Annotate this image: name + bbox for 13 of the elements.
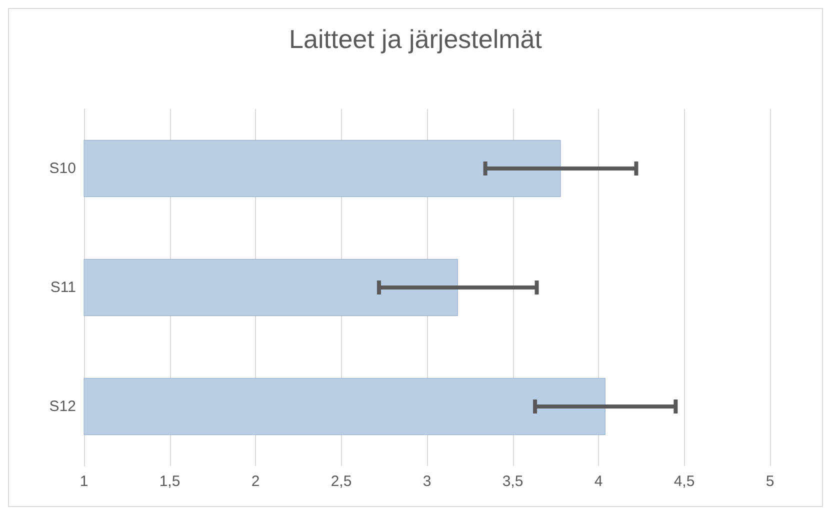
y-tick-label: S11 [50, 279, 76, 296]
x-tick-label: 1 [80, 473, 88, 490]
x-tick-label: 4,5 [674, 473, 695, 490]
chart-title: Laitteet ja järjestelmät [289, 24, 543, 54]
x-tick-label: 1,5 [159, 473, 180, 490]
x-tick-label: 2 [251, 473, 260, 490]
x-tick-label: 5 [766, 473, 774, 490]
y-tick-label: S12 [49, 398, 76, 415]
x-tick-label: 2,5 [330, 473, 352, 490]
y-tick-label: S10 [49, 160, 76, 177]
x-tick-label: 3,5 [502, 473, 524, 490]
x-tick-label: 4 [594, 473, 603, 490]
x-tick-label: 3 [422, 473, 432, 490]
